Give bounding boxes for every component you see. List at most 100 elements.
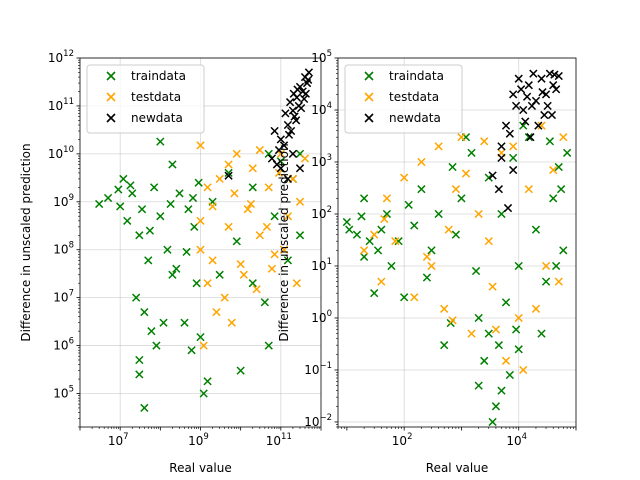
point-testdata — [531, 304, 541, 313]
point-testdata — [474, 209, 483, 219]
point-testdata — [549, 165, 558, 175]
point-traindata — [196, 333, 205, 342]
legend-marker-newdata — [364, 113, 374, 123]
point-testdata — [283, 212, 293, 221]
point-testdata — [400, 173, 409, 182]
point-traindata — [184, 205, 193, 214]
point-newdata — [301, 89, 310, 98]
point-traindata — [370, 289, 379, 298]
point-traindata — [260, 298, 269, 307]
x-tick-label: 104 — [506, 432, 527, 448]
point-testdata — [262, 222, 272, 231]
y-axis-label: Difference in unscaled prediction — [277, 143, 291, 341]
legend: traindata testdata newdata — [344, 64, 463, 134]
series-testdata — [196, 141, 310, 350]
point-testdata — [491, 325, 501, 334]
point-traindata — [114, 185, 123, 194]
legend-marker-traindata — [106, 71, 116, 81]
y-tick-label: 1010 — [48, 145, 74, 161]
point-newdata — [514, 74, 523, 83]
point-traindata — [203, 377, 212, 386]
point-traindata — [494, 341, 503, 350]
point-traindata — [545, 137, 555, 146]
point-traindata — [471, 266, 481, 276]
point-traindata — [137, 205, 147, 214]
point-traindata — [410, 221, 419, 230]
legend: traindata testdata newdata — [86, 64, 205, 134]
point-testdata — [255, 231, 264, 240]
point-testdata — [519, 365, 528, 375]
y-tick-label: 106 — [53, 337, 74, 353]
point-traindata — [224, 168, 233, 178]
series-traindata — [342, 121, 572, 427]
point-traindata — [126, 181, 135, 190]
point-traindata — [417, 185, 426, 194]
legend-box — [86, 64, 205, 134]
y-tick-label: 1012 — [48, 49, 74, 65]
point-newdata — [274, 145, 284, 155]
point-testdata — [215, 174, 224, 184]
point-traindata — [422, 273, 432, 282]
legend-label: traindata — [131, 69, 186, 83]
legend-marker-testdata — [364, 92, 374, 102]
point-testdata — [410, 293, 419, 302]
point-traindata — [95, 199, 104, 209]
point-traindata — [514, 261, 523, 271]
series-testdata — [359, 121, 568, 375]
point-newdata — [304, 68, 314, 77]
point-newdata — [270, 126, 279, 136]
point-traindata — [270, 212, 279, 221]
point-traindata — [187, 346, 196, 355]
point-newdata — [509, 165, 518, 175]
point-traindata — [552, 261, 561, 271]
point-traindata — [352, 230, 362, 239]
x-tick-label: 109 — [188, 432, 209, 448]
point-traindata — [135, 370, 144, 379]
point-testdata — [434, 142, 443, 151]
point-traindata — [505, 370, 514, 380]
point-traindata — [509, 153, 518, 163]
point-newdata — [285, 98, 295, 107]
point-newdata — [494, 185, 503, 194]
point-newdata — [505, 129, 514, 138]
point-newdata — [552, 85, 561, 94]
legend-label: traindata — [389, 69, 444, 83]
point-traindata — [440, 341, 449, 350]
point-traindata — [116, 202, 125, 211]
point-traindata — [264, 149, 273, 158]
point-newdata — [304, 75, 313, 84]
point-newdata — [511, 101, 521, 111]
scatter-points — [95, 68, 314, 413]
y-tick-label: 100 — [311, 309, 332, 325]
point-testdata — [417, 157, 426, 167]
point-traindata — [377, 225, 386, 234]
point-newdata — [526, 133, 535, 142]
point-traindata — [484, 329, 493, 338]
point-newdata — [547, 110, 557, 120]
point-traindata — [123, 216, 132, 225]
series-newdata — [488, 69, 563, 213]
axes-frame — [337, 57, 577, 428]
point-traindata — [562, 148, 572, 157]
legend-label: testdata — [131, 90, 181, 104]
point-newdata — [299, 94, 309, 104]
point-traindata — [382, 209, 392, 219]
point-newdata — [524, 81, 533, 90]
point-testdata — [484, 237, 493, 246]
point-newdata — [522, 92, 532, 101]
point-traindata — [194, 178, 203, 187]
point-traindata — [168, 160, 177, 169]
point-newdata — [497, 153, 506, 163]
point-traindata — [135, 355, 144, 365]
point-traindata — [182, 247, 191, 257]
point-testdata — [196, 245, 205, 254]
point-testdata — [239, 270, 248, 279]
x-axis-label: Real value — [426, 461, 488, 475]
point-traindata — [128, 189, 137, 198]
point-traindata — [190, 222, 199, 231]
point-traindata — [232, 237, 241, 246]
point-newdata — [537, 74, 546, 83]
point-traindata — [467, 148, 476, 157]
point-testdata — [267, 264, 277, 273]
point-newdata — [283, 174, 293, 184]
